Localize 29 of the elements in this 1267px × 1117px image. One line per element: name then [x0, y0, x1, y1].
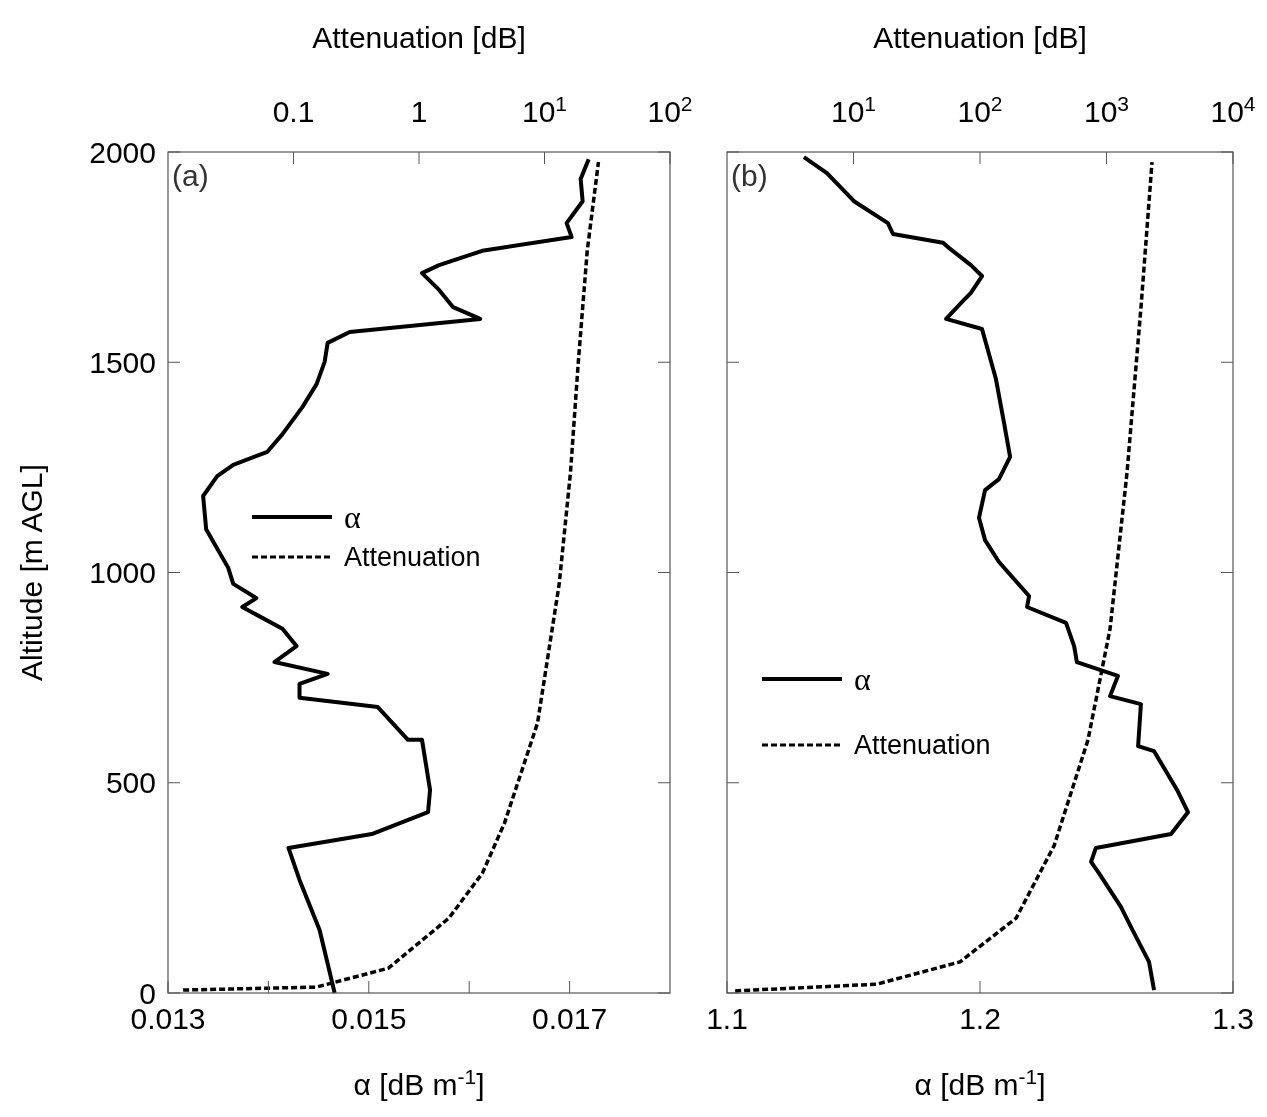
x-tick-label: 1.1: [706, 1002, 748, 1035]
y-tick-label: 1000: [89, 556, 156, 589]
x2-axis-title: Attenuation [dB]: [873, 21, 1087, 54]
x-tick-label: 0.015: [331, 1002, 407, 1035]
annotation: (b): [731, 159, 768, 192]
x-tick-label: 1.2: [959, 1002, 1001, 1035]
y-axis-title: Altitude [m AGL]: [15, 464, 48, 681]
x2-tick-label: 10$^{1}$: [830, 91, 877, 128]
y-tick-label: 2000: [89, 135, 156, 169]
legend-label: α: [344, 499, 361, 536]
x-axis-title: α [dB m$^{-1}$]: [353, 1064, 485, 1101]
x2-tick-label: 10$^{1}$: [521, 91, 568, 128]
x2-tick-label: 10$^{3}$: [1083, 91, 1130, 128]
legend-label: α: [854, 661, 871, 698]
legend-label: Attenuation: [344, 542, 481, 573]
y-tick-label: 1500: [89, 345, 156, 379]
x2-tick-label: 10$^{2}$: [647, 91, 693, 128]
x-tick-label: 0.017: [532, 1002, 608, 1035]
annotation: (a): [172, 159, 209, 192]
y-tick-label: 500: [105, 766, 156, 800]
x2-tick-label: 10$^{4}$: [1210, 91, 1256, 128]
x2-tick-label: 1: [410, 95, 428, 128]
x2-tick-label: 0.1: [272, 95, 315, 128]
x2-axis-title: Attenuation [dB]: [312, 21, 526, 54]
x-axis-title: α [dB m$^{-1}$]: [914, 1064, 1046, 1101]
legend-label: Attenuation: [854, 730, 991, 761]
x-tick-label: 1.3: [1212, 1002, 1254, 1035]
y-tick-label: 0: [139, 976, 156, 1010]
x2-tick-label: 10$^{2}$: [957, 91, 1003, 128]
